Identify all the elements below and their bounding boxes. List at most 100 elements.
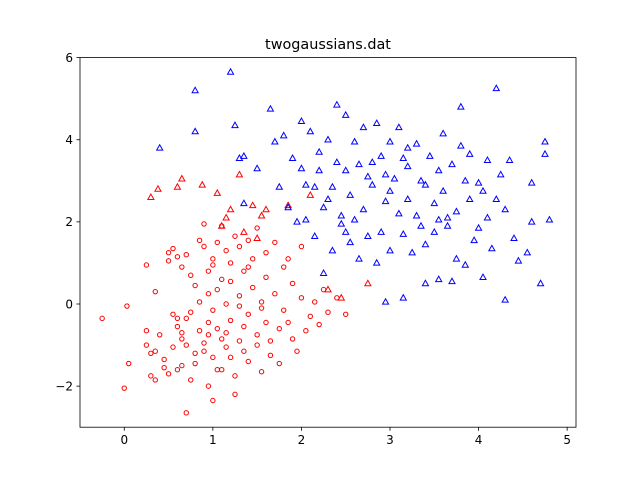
scatter-point-triangle [399,153,408,161]
scatter-point-circle [99,315,105,322]
y-tick-label: 0 [65,297,73,311]
scatter-point-triangle [226,205,235,213]
scatter-point-circle [298,295,305,301]
scatter-point-triangle [536,279,545,287]
scatter-point-triangle [496,170,505,178]
scatter-point-circle [170,245,176,252]
scatter-point-circle [245,358,251,365]
scatter-point-circle [201,340,207,346]
scatter-point-circle [236,303,243,309]
scatter-point-triangle [198,180,207,188]
scatter-point-circle [236,243,243,250]
scatter-point-circle [316,321,322,328]
scatter-point-circle [258,305,265,311]
scatter-point-circle [152,377,158,383]
scatter-point-circle [236,338,243,344]
scatter-point-circle [196,327,203,334]
scatter-point-triangle [363,232,372,239]
scatter-point-circle [196,237,203,244]
scatter-point-circle [285,319,291,326]
scatter-point-triangle [359,123,368,131]
scatter-point-circle [232,391,238,398]
scatter-point-circle [201,243,207,250]
scatter-point-triangle [315,166,324,174]
scatter-point-triangle [403,143,412,151]
y-tick-label: 4 [65,133,73,147]
scatter-point-triangle [377,151,386,159]
scatter-point-circle [188,377,194,383]
scatter-point-circle [236,293,243,299]
scatter-point-triangle [399,293,408,301]
scatter-point-circle [312,299,318,305]
scatter-point-circle [232,373,238,379]
scatter-point-circle [170,311,176,317]
scatter-point-triangle [421,240,430,248]
scatter-point-triangle [483,156,492,164]
scatter-point-circle [232,233,238,239]
scatter-point-circle [192,350,198,356]
scatter-point-triangle [248,201,257,209]
scatter-point-triangle [545,215,554,223]
scatter-point-triangle [492,84,501,92]
scatter-point-triangle [173,182,182,190]
scatter-point-triangle [288,153,297,161]
scatter-point-triangle [253,234,262,242]
scatter-point-triangle [301,215,310,223]
y-tick-label: −2 [55,379,73,393]
scatter-point-circle [188,309,194,315]
scatter-point-triangle [492,195,501,203]
scatter-point-triangle [461,176,470,184]
scatter-point-triangle [257,211,266,219]
scatter-point-triangle [456,141,465,149]
scatter-point-circle [272,291,278,297]
scatter-point-triangle [146,193,155,200]
scatter-point-triangle [523,248,532,256]
scatter-point-circle [267,338,274,344]
scatter-point-circle [188,272,194,278]
scatter-point-triangle [456,102,465,110]
scatter-point-triangle [262,205,270,213]
scatter-point-triangle [448,160,456,168]
scatter-point-triangle [487,244,496,252]
scatter-point-triangle [527,217,536,225]
x-tick-label: 5 [563,433,571,447]
scatter-point-triangle [297,164,306,172]
scatter-point-triangle [301,180,310,188]
scatter-point-circle [245,237,251,244]
scatter-point-triangle [439,186,448,194]
scatter-point-circle [276,360,282,367]
scatter-point-triangle [461,260,470,268]
scatter-point-triangle [350,215,359,223]
scatter-point-triangle [337,219,346,227]
scatter-point-circle [298,243,305,250]
scatter-point-circle [165,371,172,377]
scatter-point-circle [205,332,212,338]
scatter-point-triangle [319,203,328,211]
scatter-point-triangle [510,234,518,242]
scatter-point-triangle [417,221,425,229]
scatter-point-circle [267,352,274,359]
scatter-point-triangle [231,121,239,129]
scatter-point-circle [263,274,269,281]
scatter-point-triangle [527,178,536,186]
scatter-point-circle [205,319,212,326]
scatter-point-triangle [363,279,372,287]
scatter-point-circle [179,336,185,342]
scatter-point-circle [263,249,269,256]
scatter-point-circle [165,249,172,256]
scatter-point-circle [205,291,212,297]
scatter-point-circle [258,369,265,375]
scatter-point-triangle [434,166,443,174]
scatter-point-triangle [443,213,452,221]
scatter-point-circle [343,311,349,317]
scatter-point-triangle [479,273,487,281]
scatter-point-triangle [430,199,439,207]
scatter-point-circle [196,299,203,305]
scatter-point-triangle [474,178,483,186]
scatter-point-triangle [425,151,434,159]
scatter-point-triangle [275,182,284,190]
x-axis: 0 1 2 3 4 5 [120,427,571,447]
scatter-point-circle [223,344,229,350]
plot-frame [79,57,577,428]
scatter-point-circle [241,268,247,274]
